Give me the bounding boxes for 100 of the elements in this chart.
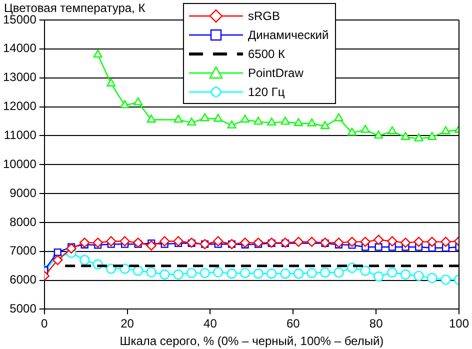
x-tick-label: 40 [204, 316, 218, 331]
point [414, 236, 424, 247]
point [106, 78, 116, 86]
point [212, 236, 224, 246]
point [200, 113, 210, 122]
point [106, 264, 116, 274]
point [388, 126, 397, 134]
point [373, 234, 384, 245]
point [227, 120, 236, 128]
point [428, 132, 437, 140]
point [134, 97, 143, 106]
point [146, 240, 156, 251]
x-tick-label: 60 [286, 316, 300, 331]
point [200, 268, 210, 278]
point [374, 243, 382, 251]
y-tick-label: 6000 [10, 272, 37, 287]
point [52, 254, 63, 266]
point [254, 116, 263, 125]
point [373, 271, 384, 282]
y-tick-label: 8000 [10, 214, 37, 229]
point [348, 128, 357, 136]
point [346, 236, 358, 247]
point [306, 236, 317, 247]
point [280, 116, 290, 125]
x-axis-title: Шкала серого, % (0% – черный, 100% – белый) [120, 334, 384, 348]
y-tick-label: 11000 [4, 128, 37, 142]
point [374, 130, 384, 139]
point [226, 268, 237, 279]
y-tick-label: 5000 [10, 302, 37, 316]
point [387, 236, 398, 246]
point [293, 268, 304, 279]
legend-label: PointDraw [248, 66, 304, 80]
point [173, 269, 184, 280]
point [387, 267, 398, 278]
point [187, 118, 196, 126]
point [334, 267, 344, 278]
point [93, 50, 102, 58]
point [120, 236, 130, 246]
point [79, 254, 90, 266]
point [79, 238, 90, 248]
point [280, 268, 290, 279]
point [400, 269, 411, 280]
y-tick-label: 13000 [2, 70, 37, 84]
point [160, 269, 170, 280]
point [253, 268, 264, 279]
point [360, 236, 370, 247]
point [334, 238, 344, 248]
point [174, 114, 183, 123]
point [414, 270, 424, 282]
y-tick-label: 7000 [10, 244, 37, 258]
point [253, 238, 264, 248]
point [400, 238, 411, 248]
point [173, 236, 184, 246]
point [214, 114, 223, 122]
point [440, 236, 451, 247]
point [146, 267, 156, 278]
point [360, 124, 370, 133]
point [120, 264, 130, 274]
point [426, 236, 438, 247]
point [401, 132, 410, 140]
point [306, 268, 317, 278]
y-tick-label: 14000 [2, 41, 37, 56]
point [54, 248, 62, 256]
point [320, 121, 330, 129]
point [240, 238, 250, 248]
point [441, 126, 450, 134]
point [426, 272, 438, 284]
x-tick-label: 100 [448, 316, 470, 331]
point [132, 266, 144, 276]
legend-label: 6500 К [248, 46, 286, 60]
point [334, 113, 344, 122]
legend-label: 120 Гц [248, 84, 285, 98]
point [92, 238, 103, 248]
point [320, 267, 330, 278]
point [240, 268, 250, 278]
y-tick-label: 9000 [10, 186, 37, 200]
point [146, 114, 156, 123]
point [414, 133, 424, 142]
point [440, 274, 451, 285]
point [120, 100, 130, 108]
point [186, 268, 197, 278]
x-tick-label: 0 [41, 316, 48, 331]
point [266, 268, 277, 279]
point [294, 118, 304, 126]
point [360, 266, 370, 276]
point [293, 236, 304, 247]
point [307, 118, 316, 126]
point [160, 236, 170, 246]
legend-label: Динамический [248, 28, 329, 42]
y-tick-label: 10000 [2, 156, 37, 171]
point [132, 238, 144, 248]
y-tick-label: 12000 [2, 99, 37, 114]
y-axis-title: Цветовая температура, К [4, 1, 146, 15]
x-tick-label: 20 [120, 316, 134, 331]
point [240, 114, 250, 123]
x-tick-label: 80 [369, 316, 384, 331]
point [66, 243, 76, 254]
point [212, 267, 224, 278]
point [106, 236, 116, 246]
point [267, 118, 276, 126]
